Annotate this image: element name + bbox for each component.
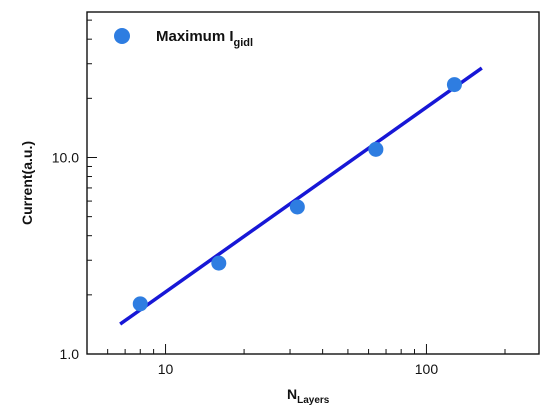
y-tick-label: 10.0 xyxy=(52,149,79,165)
x-axis-ticks: 10 100 xyxy=(86,344,506,377)
x-tick-label: 10 xyxy=(158,361,174,377)
fit-line xyxy=(119,66,483,326)
x-axis-label: NLayers xyxy=(287,386,330,406)
data-point xyxy=(289,199,305,215)
data-points-group xyxy=(132,77,462,312)
x-tick-label: 100 xyxy=(415,361,439,377)
legend-label-sub: gidl xyxy=(234,37,254,49)
fit-line-group xyxy=(119,66,483,326)
data-point xyxy=(132,296,148,312)
y-tick-label: 1.0 xyxy=(60,346,80,362)
x-axis-label-sub: Layers xyxy=(297,395,330,406)
plot-frame xyxy=(86,11,540,355)
data-point xyxy=(368,141,384,157)
legend-label: Maximum Igidl xyxy=(156,28,253,49)
y-axis-ticks: 1.0 10.0 xyxy=(52,19,97,362)
data-point xyxy=(446,77,462,93)
legend-marker xyxy=(114,28,130,44)
legend-label-main: Maximum I xyxy=(156,28,234,45)
x-axis-label-main: N xyxy=(287,386,297,402)
y-axis-label: Current(a.u.) xyxy=(19,141,35,225)
legend: Maximum Igidl xyxy=(114,28,253,49)
data-point xyxy=(211,255,227,271)
